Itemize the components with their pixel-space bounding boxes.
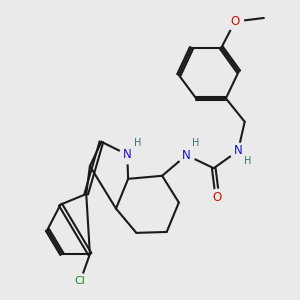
Text: N: N <box>234 144 242 158</box>
Text: O: O <box>213 190 222 204</box>
Text: Cl: Cl <box>75 276 86 286</box>
Text: N: N <box>123 148 132 161</box>
Text: N: N <box>182 149 191 162</box>
Text: O: O <box>230 15 240 28</box>
Text: H: H <box>134 138 141 148</box>
Text: H: H <box>192 138 199 148</box>
Text: H: H <box>244 156 251 166</box>
